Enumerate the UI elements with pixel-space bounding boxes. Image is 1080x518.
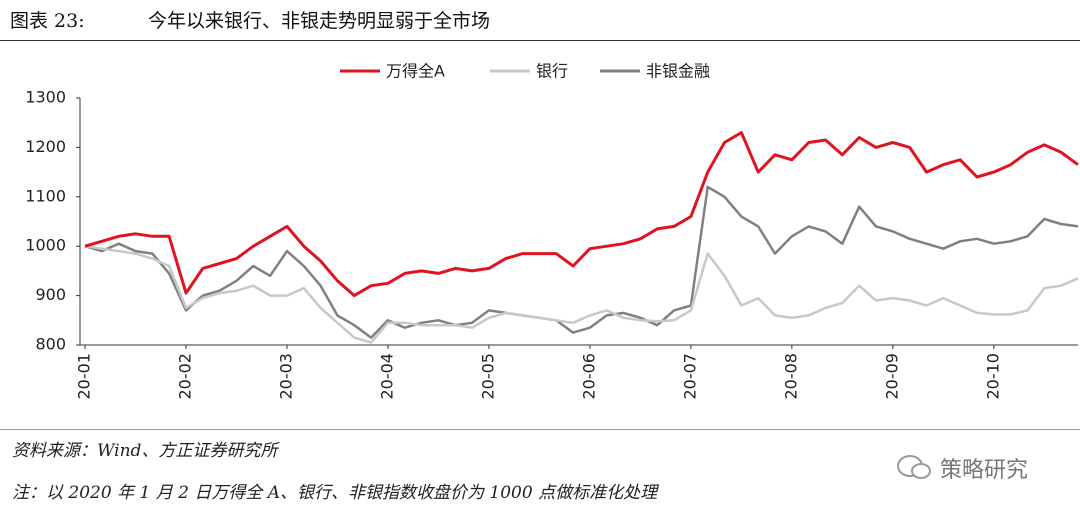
series-line bbox=[84, 244, 1079, 344]
legend-label: 万得全A bbox=[386, 62, 445, 81]
chart: 800 900 1000 1100 1200 1300 20-01 20-02 20-03 20-… bbox=[25, 62, 1079, 400]
x-tick-label: 20-09 bbox=[882, 353, 901, 400]
x-tick-label: 20-02 bbox=[175, 353, 194, 400]
legend-label: 非银金融 bbox=[646, 62, 710, 81]
figure-label: 图表 23: bbox=[10, 10, 85, 32]
legend-label: 银行 bbox=[536, 62, 568, 81]
header-rule bbox=[0, 40, 1080, 41]
note: 注：以 2020 年 1 月 2 日万得全 A、银行、非银指数收盘价为 1000… bbox=[12, 483, 658, 503]
y-tick-label: 800 bbox=[35, 335, 66, 354]
y-tick-label: 1300 bbox=[25, 88, 66, 107]
x-tick-label: 20-03 bbox=[276, 353, 295, 400]
x-tick-label: 20-06 bbox=[579, 353, 598, 400]
figure-title: 今年以来银行、非银走势明显弱于全市场 bbox=[148, 10, 491, 32]
watermark: 策略研究 bbox=[940, 458, 1029, 483]
y-tick-label: 1000 bbox=[25, 236, 66, 255]
x-tick-label: 20-04 bbox=[377, 353, 396, 400]
y-tick-label: 1100 bbox=[25, 186, 66, 205]
x-tick-label: 20-08 bbox=[781, 353, 800, 400]
y-tick-label: 1200 bbox=[25, 137, 66, 156]
series-line bbox=[84, 131, 1079, 298]
series-line bbox=[84, 185, 1079, 339]
x-tick-label: 20-10 bbox=[983, 353, 1002, 400]
watermark-icon bbox=[897, 455, 931, 479]
footer-rule bbox=[0, 429, 1080, 430]
x-tick-label: 20-05 bbox=[478, 353, 497, 400]
x-tick-label: 20-01 bbox=[75, 353, 94, 400]
x-tick-label: 20-07 bbox=[680, 353, 699, 400]
source: 资料来源：Wind、方正证券研究所 bbox=[12, 441, 278, 461]
y-tick-label: 900 bbox=[35, 285, 66, 304]
